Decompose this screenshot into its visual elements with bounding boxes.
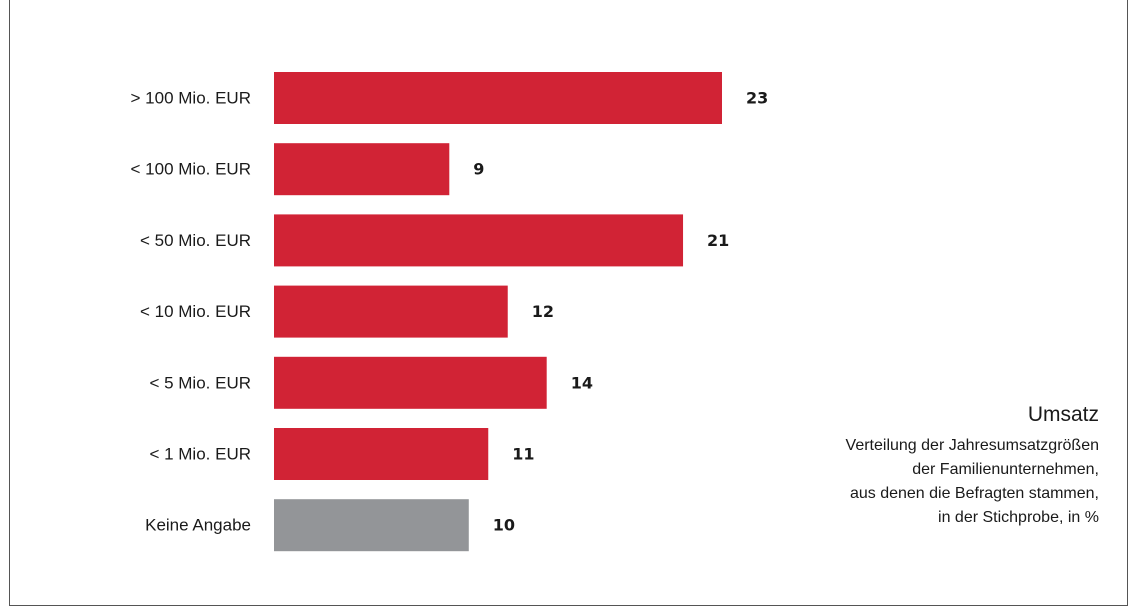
value-label: 14 bbox=[571, 373, 593, 392]
chart-subtitle-line-3: aus denen die Befragten stammen, bbox=[849, 485, 1099, 502]
bar-chart: > 100 Mio. EUR 23 < 100 Mio. EUR 9 < 50 Mio.… bbox=[131, 72, 768, 552]
category-label: < 1 Mio. EUR bbox=[149, 445, 251, 464]
bar bbox=[274, 499, 469, 552]
chart-subtitle-line-4: in der Stichprobe, in % bbox=[938, 509, 1099, 526]
chart-frame: > 100 Mio. EUR 23 < 100 Mio. EUR 9 < 50 Mio.… bbox=[9, 0, 1128, 606]
category-label: Keine Angabe bbox=[145, 516, 251, 535]
value-label: 9 bbox=[473, 160, 484, 179]
category-label: < 5 Mio. EUR bbox=[149, 373, 251, 392]
category-label: < 10 Mio. EUR bbox=[140, 302, 251, 321]
value-label: 23 bbox=[746, 89, 768, 108]
bar bbox=[274, 428, 489, 480]
value-label: 11 bbox=[512, 445, 534, 464]
value-label: 21 bbox=[707, 231, 729, 250]
chart-subtitle-line-2: der Familienunternehmen, bbox=[912, 461, 1099, 478]
bar bbox=[274, 356, 547, 409]
chart-title: Umsatz bbox=[1027, 403, 1099, 426]
bar bbox=[274, 285, 508, 338]
category-label: > 100 Mio. EUR bbox=[131, 89, 251, 108]
category-label: < 100 Mio. EUR bbox=[131, 160, 251, 179]
bar bbox=[274, 72, 722, 124]
category-label: < 50 Mio. EUR bbox=[140, 231, 251, 250]
chart-caption: Umsatz Verteilung der Jahresumsatzgrößen… bbox=[846, 402, 1099, 530]
value-label: 12 bbox=[532, 302, 554, 321]
value-label: 10 bbox=[493, 516, 515, 535]
bar bbox=[274, 143, 450, 196]
bar bbox=[274, 214, 684, 267]
chart-subtitle-line-1: Verteilung der Jahresumsatzgrößen bbox=[845, 437, 1099, 454]
